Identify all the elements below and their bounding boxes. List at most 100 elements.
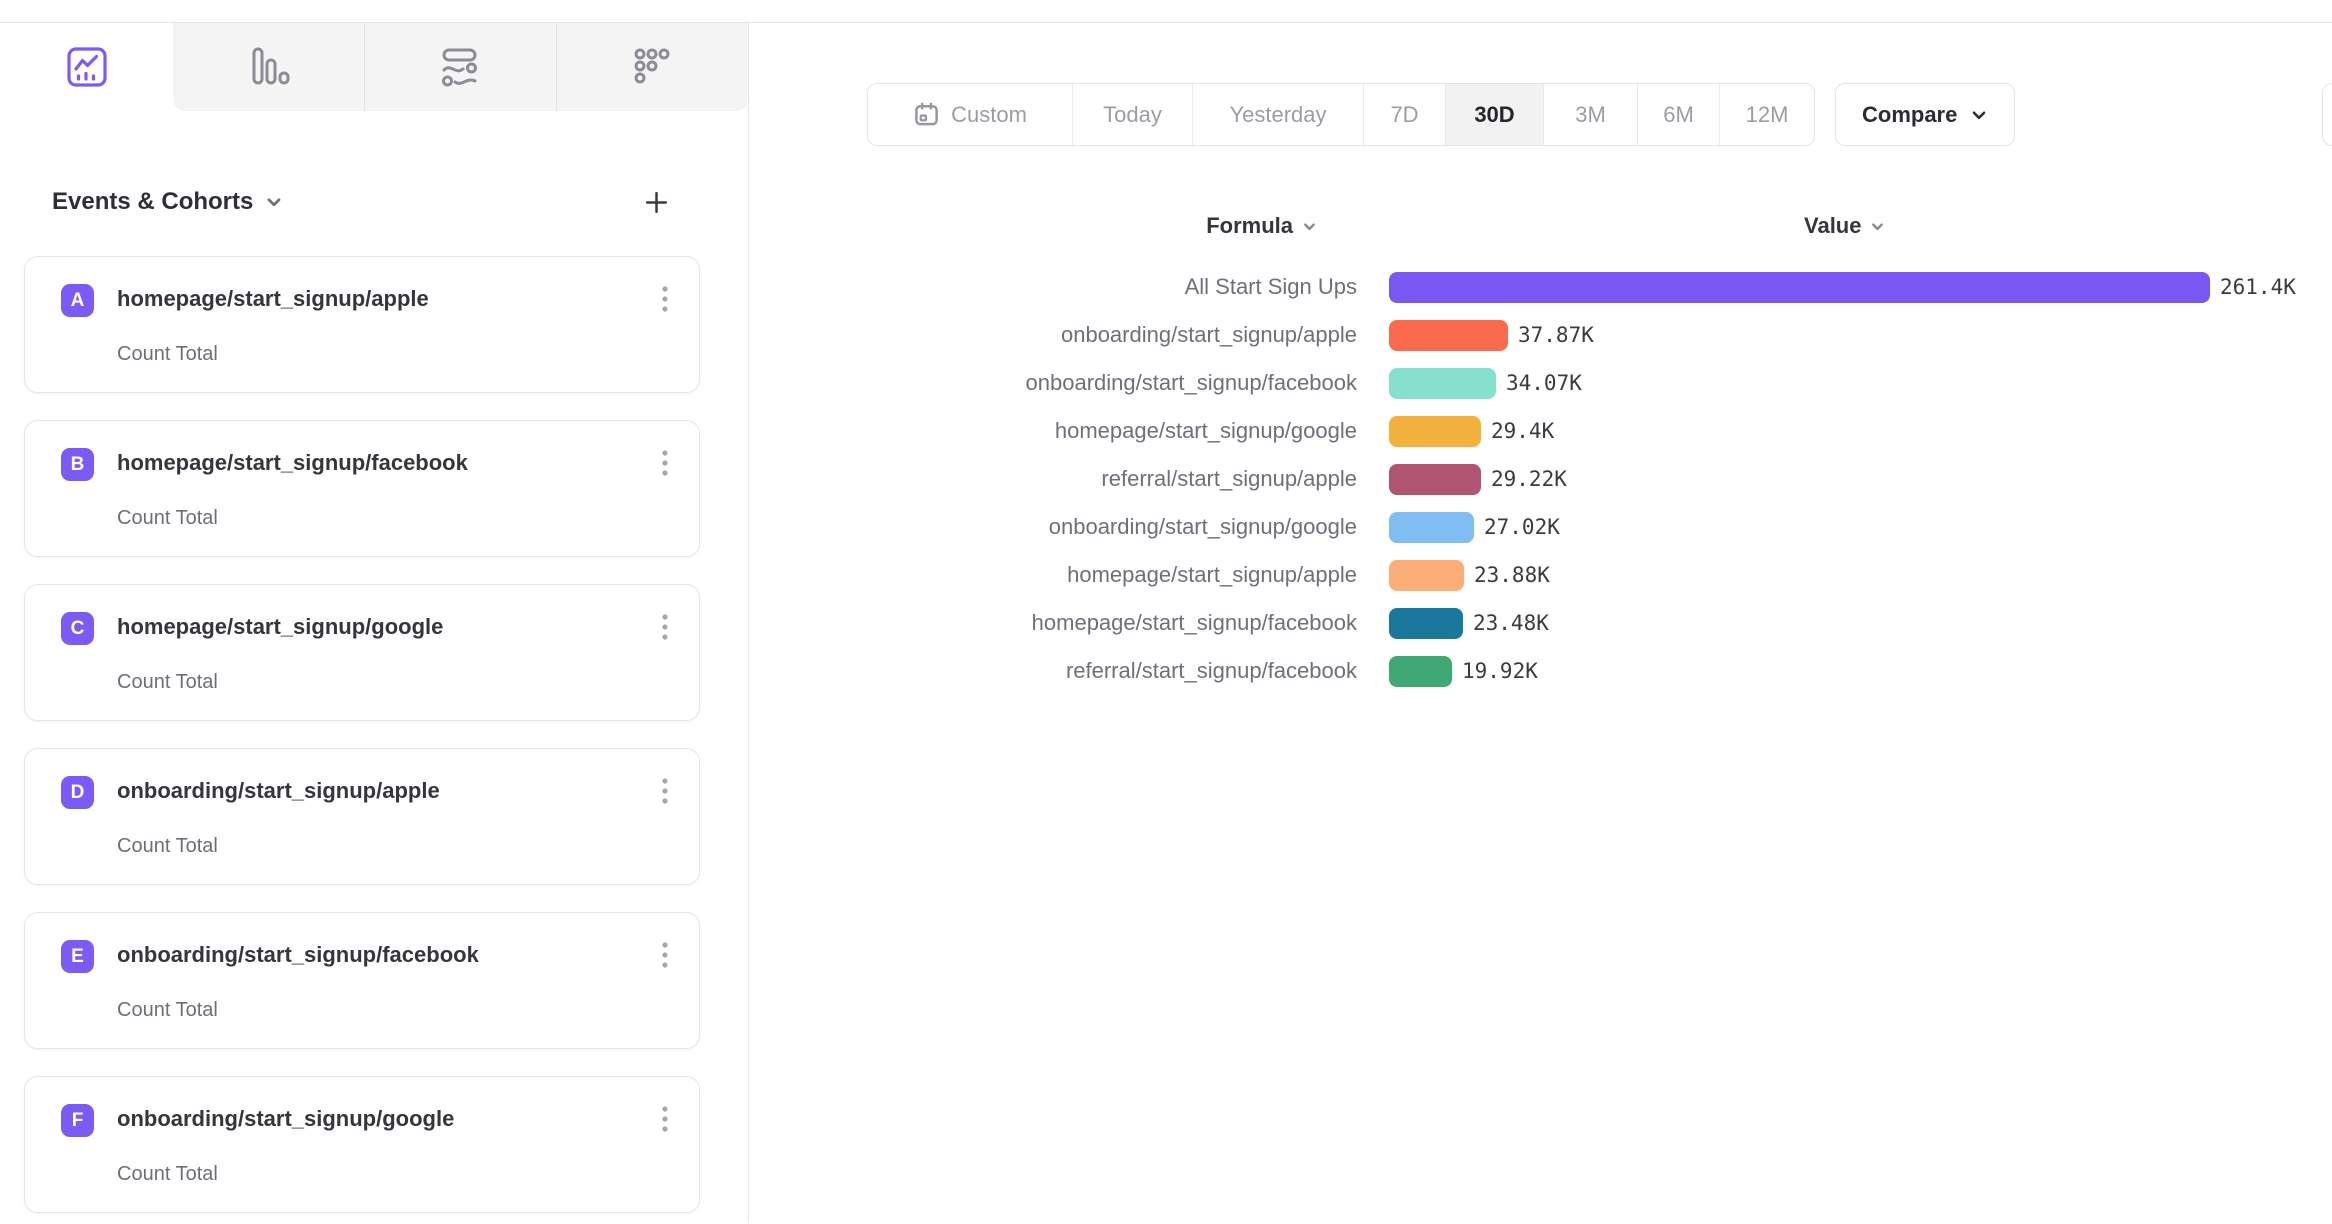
bar[interactable] [1389, 655, 1452, 687]
chevron-down-icon [1302, 219, 1317, 234]
bar-row-label: homepage/start_signup/google [1054, 418, 1357, 443]
bar-cell: 29.22K [1389, 463, 2332, 495]
date-range-segmented-control: Custom Today [867, 83, 1815, 146]
bar-chart-row: referral/start_signup/apple 29.22K [749, 455, 2332, 503]
bar-row-label: onboarding/start_signup/google [1048, 514, 1357, 539]
event-letter-badge: B [61, 448, 94, 481]
date-range-segment[interactable]: Today [1072, 84, 1192, 145]
event-letter-badge: F [61, 1104, 94, 1137]
tab-data-points[interactable] [556, 23, 748, 111]
chevron-down-icon [1870, 219, 1885, 234]
event-letter-badge: A [61, 284, 94, 317]
bar-value: 29.4K [1491, 419, 1555, 443]
date-range-segment[interactable]: 3M [1543, 84, 1637, 145]
bar-cell: 19.92K [1389, 655, 2332, 687]
kebab-menu-icon [661, 613, 669, 641]
bar-chart-row: referral/start_signup/facebook 19.92K [749, 647, 2332, 695]
event-options-button[interactable] [661, 1105, 669, 1133]
event-name: homepage/start_signup/facebook [117, 450, 468, 475]
bar-cell: 23.88K [1389, 559, 2332, 591]
bar[interactable] [1389, 607, 1463, 639]
event-name: onboarding/start_signup/facebook [117, 942, 479, 967]
tab-bar-chart[interactable] [173, 23, 364, 111]
bar-chart-row: onboarding/start_signup/facebook 34.07K [749, 359, 2332, 407]
bar-cell: 34.07K [1389, 367, 2332, 399]
bar-chart-row: onboarding/start_signup/apple 37.87K [749, 311, 2332, 359]
bar-cell: 23.48K [1389, 607, 2332, 639]
event-card[interactable]: F onboarding/start_signup/google Count T… [24, 1076, 700, 1213]
compare-button[interactable]: Compare [1835, 83, 2016, 146]
bar-value: 261.4K [2220, 275, 2296, 299]
event-metric: Count Total [117, 835, 218, 857]
chevron-down-icon [1970, 106, 1988, 124]
date-range-label: 6M [1663, 101, 1694, 127]
bar[interactable] [1389, 367, 1496, 399]
bar[interactable] [1389, 271, 2210, 303]
event-options-button[interactable] [661, 449, 669, 477]
bar-row-label: onboarding/start_signup/facebook [1025, 370, 1357, 395]
formula-header-label: Formula [1206, 213, 1293, 238]
chevron-down-icon [265, 193, 283, 211]
event-options-button[interactable] [661, 285, 669, 313]
event-card[interactable]: C homepage/start_signup/google Count Tot… [24, 584, 700, 721]
event-metric: Count Total [117, 999, 218, 1021]
bar-row-label: referral/start_signup/facebook [1065, 658, 1357, 683]
date-range-segment[interactable]: 6M [1637, 84, 1719, 145]
flows-icon [439, 45, 483, 89]
date-range-segment[interactable]: 7D [1363, 84, 1445, 145]
value-header-label: Value [1804, 213, 1862, 238]
bar-value: 19.92K [1462, 659, 1538, 683]
event-card[interactable]: E onboarding/start_signup/facebook Count… [24, 912, 700, 1049]
line-chart-icon [65, 45, 109, 89]
bar-value: 34.07K [1506, 371, 1582, 395]
add-event-button[interactable] [643, 189, 670, 216]
date-range-segment[interactable]: 12M [1719, 84, 1814, 145]
date-range-label: Today [1103, 101, 1162, 127]
data-points-icon [632, 46, 674, 88]
query-builder-sidebar: Events & Cohorts A ho [0, 23, 749, 1223]
bar-value: 29.22K [1491, 467, 1567, 491]
event-metric: Count Total [117, 507, 218, 529]
date-range-segment[interactable]: Custom [868, 84, 1072, 145]
event-card[interactable]: A homepage/start_signup/apple Count Tota… [24, 256, 700, 393]
event-card[interactable]: D onboarding/start_signup/apple Count To… [24, 748, 700, 885]
date-range-segment[interactable]: 30D [1445, 84, 1543, 145]
kebab-menu-icon [661, 449, 669, 477]
event-name: onboarding/start_signup/google [117, 1106, 455, 1131]
bar-row-label: onboarding/start_signup/apple [1060, 322, 1357, 347]
tab-line-chart[interactable] [0, 23, 173, 111]
bar-row-label: homepage/start_signup/apple [1067, 562, 1357, 587]
bar-cell: 37.87K [1389, 319, 2332, 351]
event-options-button[interactable] [661, 941, 669, 969]
bar[interactable] [1389, 511, 1474, 543]
top-window-strip [0, 0, 2332, 23]
value-column-dropdown[interactable]: Value [1804, 213, 2332, 239]
formula-column-dropdown[interactable]: Formula [749, 213, 1357, 239]
inactive-tab-group [173, 23, 748, 111]
bar-value: 27.02K [1484, 515, 1560, 539]
bar-chart: Formula Value [749, 209, 2332, 695]
bar-value: 37.87K [1518, 323, 1594, 347]
events-cohorts-title: Events & Cohorts [52, 188, 254, 215]
bar[interactable] [1389, 463, 1481, 495]
bar-chart-row: All Start Sign Ups 261.4K [749, 263, 2332, 311]
event-name: onboarding/start_signup/apple [117, 778, 440, 803]
kebab-menu-icon [661, 1105, 669, 1133]
bar[interactable] [1389, 415, 1481, 447]
event-name: homepage/start_signup/apple [117, 286, 429, 311]
date-range-label: 3M [1575, 101, 1606, 127]
event-card[interactable]: B homepage/start_signup/facebook Count T… [24, 420, 700, 557]
event-options-button[interactable] [661, 613, 669, 641]
event-options-button[interactable] [661, 777, 669, 805]
date-range-segment[interactable]: Yesterday [1192, 84, 1363, 145]
clipped-edge-button[interactable] [2322, 83, 2332, 146]
bar-chart-row: homepage/start_signup/apple 23.88K [749, 551, 2332, 599]
event-metric: Count Total [117, 343, 218, 365]
bar-value: 23.88K [1474, 563, 1550, 587]
bar[interactable] [1389, 319, 1508, 351]
calendar-icon [913, 101, 940, 128]
bar[interactable] [1389, 559, 1464, 591]
tab-flows[interactable] [364, 23, 556, 111]
bar-chart-icon [245, 44, 293, 90]
events-cohorts-title-dropdown[interactable]: Events & Cohorts [52, 188, 283, 216]
